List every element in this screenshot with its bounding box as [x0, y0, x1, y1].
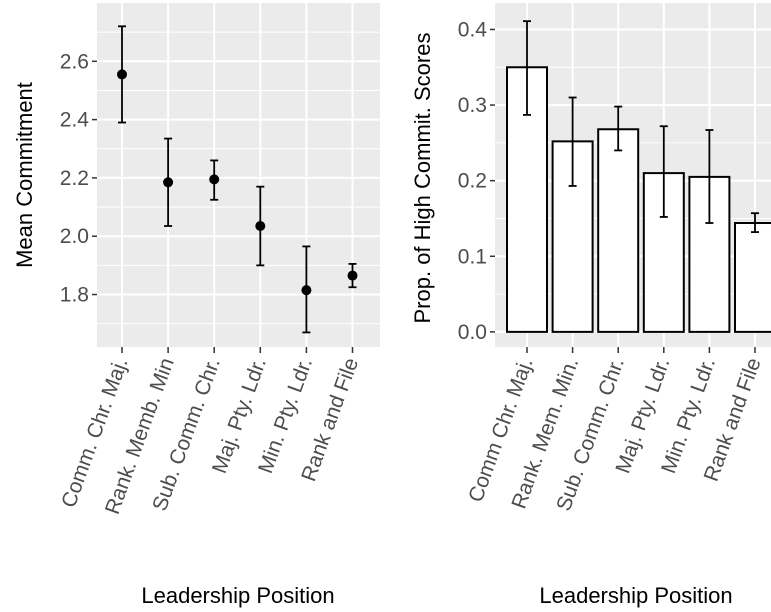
y-tick-label: 2.0 [60, 225, 89, 248]
bar [734, 222, 771, 333]
right-chart: 0.0 0.1 0.2 0.3 0.4 Comm Chr. Maj.Rank. Mem.… [410, 3, 771, 608]
right-y-ticks: 0.0 0.1 0.2 0.3 0.4 [458, 18, 495, 344]
y-tick-label: 1.8 [60, 284, 89, 307]
y-tick-label: 2.6 [60, 50, 89, 73]
y-tick-label: 0.1 [458, 245, 487, 268]
right-x-axis-title: Leadership Position [539, 583, 732, 608]
y-tick-label: 0.0 [458, 321, 487, 344]
y-tick-label: 0.3 [458, 94, 487, 117]
y-tick-label: 0.2 [458, 170, 487, 193]
data-point [347, 270, 358, 281]
data-point [255, 221, 266, 232]
left-y-axis-title: Mean Commitment [12, 82, 37, 268]
data-point [163, 177, 174, 188]
left-x-axis-title: Leadership Position [141, 583, 334, 608]
left-chart: 1.8 2.0 2.2 2.4 2.6 Comm. Chr. Maj.Rank. Mem… [12, 3, 380, 608]
right-y-axis-title: Prop. of High Commit. Scores [410, 33, 435, 324]
y-tick-label: 2.4 [60, 109, 90, 132]
bar [597, 128, 640, 333]
left-y-ticks: 1.8 2.0 2.2 2.4 2.6 [60, 50, 97, 307]
right-errorbars [523, 20, 759, 233]
y-tick-label: 2.2 [60, 167, 89, 190]
data-point [117, 69, 127, 80]
data-point [301, 285, 312, 296]
data-point [209, 174, 220, 185]
y-tick-label: 0.4 [458, 18, 488, 41]
left-points [117, 69, 358, 296]
right-x-ticks: Comm Chr. Maj.Rank. Mem. Min.Sub. Comm. … [464, 347, 766, 514]
